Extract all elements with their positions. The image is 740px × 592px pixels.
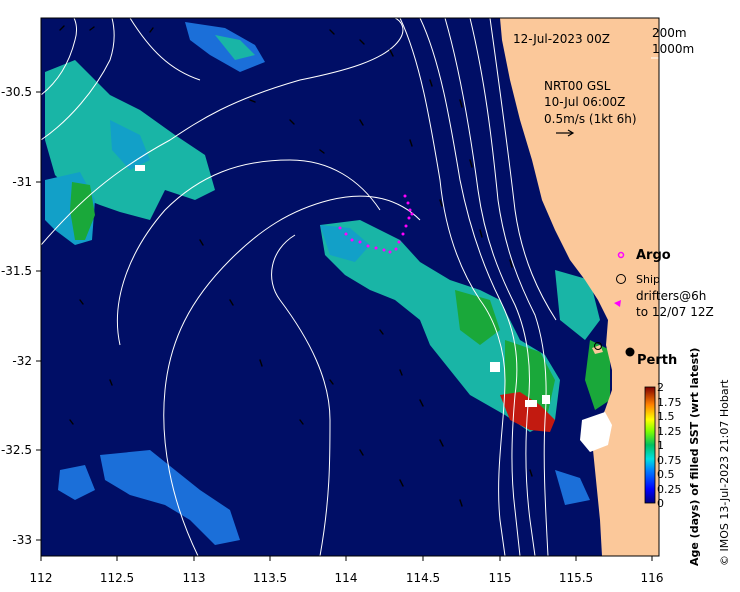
plot-frame: [40, 17, 660, 557]
cb-tick-1.75: 1.75: [657, 396, 682, 409]
drifters-label-2: to 12/07 12Z: [636, 305, 714, 319]
valid-time: 12-Jul-2023 00Z: [513, 32, 610, 46]
x-tick-label: 115: [489, 571, 512, 585]
argo-label: Argo: [636, 248, 671, 263]
cb-tick-0: 0: [657, 497, 664, 510]
x-tick-label: 115.5: [559, 571, 593, 585]
current-scale-arrow: [556, 129, 575, 137]
depth-legend-1000m: 1000m: [652, 42, 694, 56]
cb-tick-1.25: 1.25: [657, 425, 682, 438]
sst-patch-north: [185, 22, 265, 72]
x-tick-label: 116: [641, 571, 664, 585]
land-western-australia: [500, 18, 659, 556]
y-tick-label: -30.5: [1, 85, 32, 99]
cb-tick-1: 1: [657, 439, 664, 452]
x-tick-label: 114.5: [406, 571, 440, 585]
perth-marker: [625, 347, 635, 357]
cb-tick-0.25: 0.25: [657, 483, 682, 496]
y-tick-label: -32.5: [1, 443, 32, 457]
current-scale: 0.5m/s (1kt 6h): [544, 112, 637, 126]
argo-marker: [617, 251, 625, 259]
x-tick-label: 112: [30, 571, 53, 585]
cb-tick-0.75: 0.75: [657, 454, 682, 467]
y-tick-label: -33: [12, 533, 32, 547]
colorbar-ticks: 2 1.75 1.5 1.25 1 0.75 0.5 0.25 0: [657, 381, 682, 510]
x-axis: 112 112.5 113 113.5 114 114.5 115 115.5 116: [30, 556, 664, 585]
ship-marker-on-map: [594, 342, 602, 350]
colorbar: [644, 386, 656, 504]
y-tick-label: -31.5: [1, 264, 32, 278]
shoal-shallow-white: [580, 412, 612, 452]
drifter-legend-marker: [614, 300, 621, 307]
y-tick-label: -31: [12, 175, 32, 189]
sst-patch-central: [320, 220, 610, 432]
y-axis: -30.5 -31 -31.5 -32 -32.5 -33: [1, 85, 41, 547]
y-tick-label: -32: [12, 354, 32, 368]
drifters-label-1: drifters@6h: [636, 289, 706, 303]
colorbar-title: Age (days) of filled SST (wrt latest): [688, 348, 701, 566]
x-tick-label: 112.5: [100, 571, 134, 585]
bathymetry-contours: [41, 18, 557, 556]
cb-tick-0.5: 0.5: [657, 468, 675, 481]
sst-patch-south: [58, 450, 590, 545]
current-source: NRT00 GSL: [544, 79, 611, 93]
x-tick-label: 113.5: [253, 571, 287, 585]
credit-text: © IMOS 13-Jul-2023 21:07 Hobart: [718, 379, 731, 566]
ship-label: Ship: [636, 273, 660, 286]
current-time: 10-Jul 06:00Z: [544, 95, 625, 109]
x-tick-label: 114: [335, 571, 358, 585]
cb-tick-1.5: 1.5: [657, 410, 675, 423]
cb-tick-2: 2: [657, 381, 664, 394]
depth-legend-200m: 200m: [652, 26, 687, 40]
drifter-tracks: [338, 194, 414, 254]
perth-label: Perth: [637, 353, 677, 368]
current-vectors: [59, 25, 533, 507]
ship-legend-marker: [616, 274, 626, 284]
x-tick-label: 113: [183, 571, 206, 585]
